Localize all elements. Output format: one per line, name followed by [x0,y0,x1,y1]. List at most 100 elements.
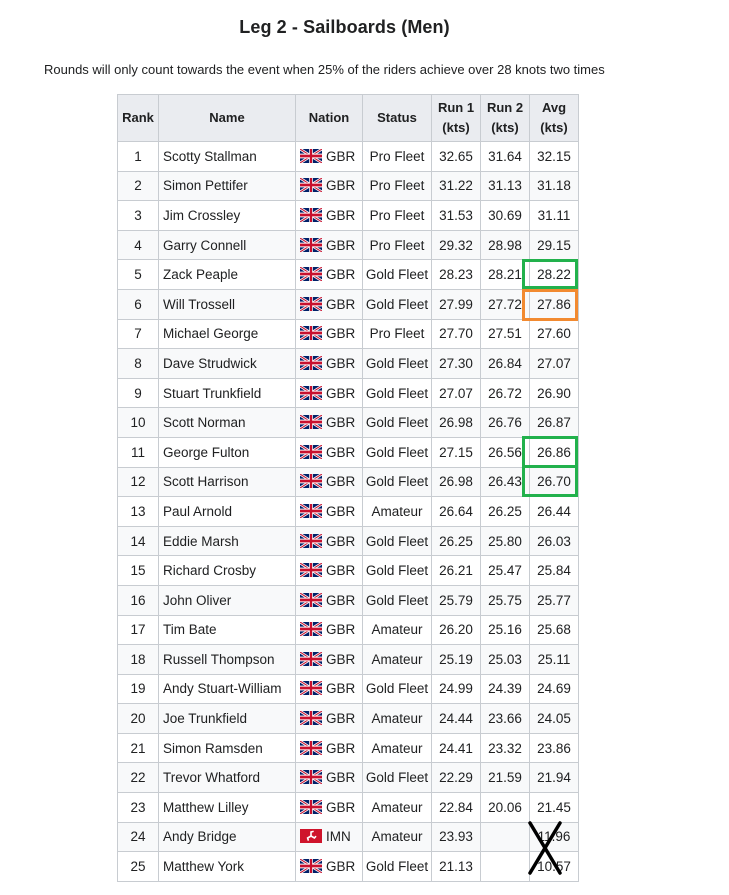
name-cell: Michael George [158,318,296,350]
status-cell: Amateur [362,644,432,675]
status-cell: Pro Fleet [362,318,432,350]
nation-code: GBR [326,622,356,638]
avg-cell: 25.11 [529,644,579,675]
nation-cell: GBR [295,318,363,350]
avg-cell: 26.86 [529,436,579,468]
uk-flag-icon [299,325,323,342]
nation-cell: GBR [295,762,363,794]
run2-cell: 25.47 [480,555,530,586]
table-row-11: 11 George Fulton GBR Gold Fleet 27.15 26… [117,436,579,468]
run2-cell: 26.76 [480,407,530,438]
avg-cell: 21.45 [529,792,579,823]
run2-cell: 28.21 [480,259,530,290]
table-row-3: 3 Jim Crossley GBR Pro Fleet 31.53 30.69… [117,200,579,231]
nation-code: GBR [326,503,356,519]
uk-flag-icon [299,709,323,727]
run2-cell: 26.84 [480,348,530,379]
run2-cell: 31.64 [480,141,530,172]
run1-cell: 27.99 [431,288,481,320]
rank-cell: 3 [117,200,159,231]
nation-cell: GBR [295,584,363,616]
uk-flag-icon [299,591,323,608]
avg-cell: 27.86 [529,288,579,320]
avg-cell: 31.11 [529,200,579,231]
status-cell: Pro Fleet [362,141,432,172]
avg-cell: 24.69 [529,673,579,705]
nation-code: GBR [326,474,356,490]
status-cell: Gold Fleet [362,466,432,498]
rank-cell: 7 [117,318,159,350]
header-avg: Avg (kts) [529,94,579,142]
nation-cell: GBR [295,555,363,586]
name-cell: Richard Crosby [158,555,296,586]
nation-code: GBR [326,178,356,194]
nation-code: GBR [326,267,356,283]
nation-cell: GBR [295,792,363,823]
nation-cell: GBR [295,259,363,290]
run2-cell: 30.69 [480,200,530,231]
name-cell: Scott Harrison [158,466,296,498]
run1-cell: 31.53 [431,200,481,231]
status-cell: Gold Fleet [362,288,432,320]
avg-cell: 24.05 [529,703,579,734]
nation-cell: GBR [295,200,363,231]
run2-cell: 26.72 [480,377,530,409]
name-cell: Matthew Lilley [158,792,296,823]
uk-flag-icon [299,443,323,460]
run1-cell: 27.30 [431,348,481,379]
rank-cell: 10 [117,407,159,438]
avg-cell: 25.77 [529,584,579,616]
status-cell: Gold Fleet [362,436,432,468]
run1-cell: 26.20 [431,614,481,646]
nation-cell: IMN [295,821,363,853]
uk-flag-icon [299,739,323,756]
table-row-18: 18 Russell Thompson GBR Amateur 25.19 25… [117,644,579,675]
run1-cell: 32.65 [431,141,481,172]
table-row-8: 8 Dave Strudwick GBR Gold Fleet 27.30 26… [117,348,579,379]
uk-flag-icon [299,650,323,668]
run1-cell: 29.32 [431,229,481,261]
header-row: Rank Name Nation Status Run 1 (kts) Run 2… [117,94,579,142]
nation-code: GBR [326,681,356,697]
run2-cell: 25.80 [480,525,530,557]
table-row-21: 21 Simon Ramsden GBR Amateur 24.41 23.32… [117,732,579,764]
header-run1: Run 1 (kts) [431,94,481,142]
status-cell: Amateur [362,732,432,764]
status-cell: Gold Fleet [362,348,432,379]
avg-cell: 21.94 [529,762,579,794]
rank-cell: 25 [117,851,159,882]
run1-cell: 26.98 [431,407,481,438]
run2-cell: 28.98 [480,229,530,261]
run2-cell: 27.72 [480,288,530,320]
status-cell: Gold Fleet [362,584,432,616]
isle-of-man-flag-icon [300,829,322,844]
name-cell: Simon Ramsden [158,732,296,764]
avg-cell: 26.70 [529,466,579,498]
nation-code: GBR [326,651,356,667]
avg-cell: 10.57 [529,851,579,882]
name-cell: Paul Arnold [158,496,296,527]
nation-code: GBR [326,740,356,756]
header-rank: Rank [117,94,159,142]
status-cell: Amateur [362,792,432,823]
uk-flag-icon [299,561,323,579]
status-cell: Amateur [362,614,432,646]
nation-code: GBR [326,415,356,431]
status-cell: Gold Fleet [362,525,432,557]
avg-cell: 26.90 [529,377,579,409]
uk-flag-icon [299,413,323,431]
run1-cell: 27.07 [431,377,481,409]
run2-cell: 26.43 [480,466,530,498]
rank-cell: 18 [117,644,159,675]
run2-cell: 25.75 [480,584,530,616]
avg-cell: 26.03 [529,525,579,557]
rank-cell: 23 [117,792,159,823]
table-row-7: 7 Michael George GBR Pro Fleet 27.70 27.… [117,318,579,350]
status-cell: Pro Fleet [362,170,432,202]
run1-cell: 28.23 [431,259,481,290]
nation-cell: GBR [295,229,363,261]
nation-cell: GBR [295,348,363,379]
name-cell: Scotty Stallman [158,141,296,172]
table-row-19: 19 Andy Stuart-William GBR Gold Fleet 24… [117,673,579,705]
run1-cell: 23.93 [431,821,481,853]
